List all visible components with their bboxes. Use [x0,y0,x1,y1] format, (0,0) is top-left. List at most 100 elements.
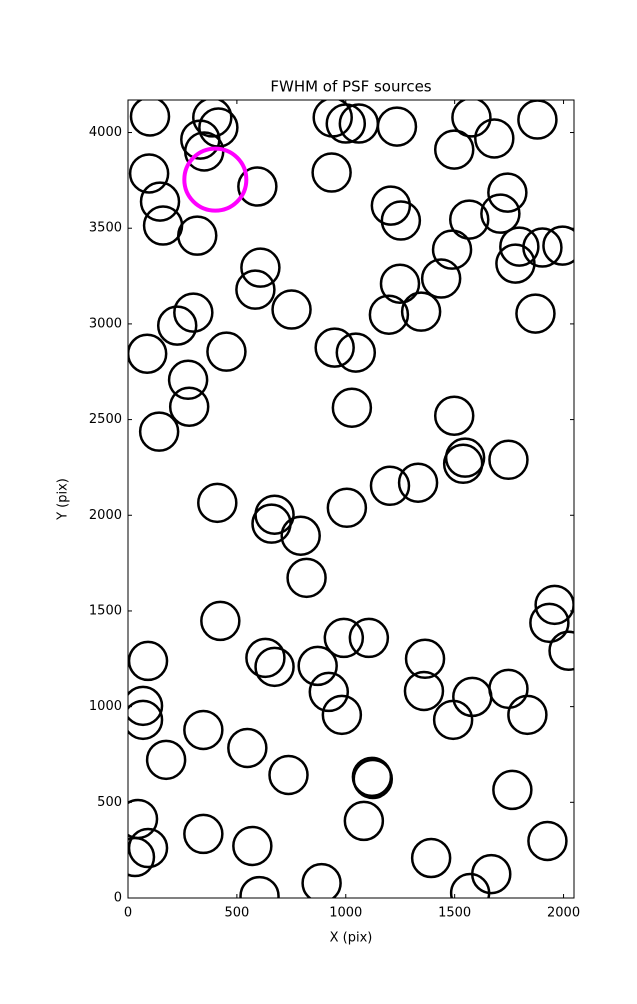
source-circle [376,106,418,147]
source-circle [301,862,342,898]
source-circle [515,293,556,334]
source-circle [325,103,367,144]
source-circle [192,100,233,138]
source-circle [487,172,528,213]
source-circle [206,331,247,372]
source-circle [507,694,548,736]
source-circle [239,875,280,898]
source-circle [527,820,568,862]
source-circle [517,100,558,140]
y-tick-label: 3500 [89,221,122,236]
y-tick-label: 1000 [89,699,122,714]
source-circle [280,515,321,556]
source-circle [235,269,276,310]
source-circle [420,258,462,299]
chart-title: FWHM of PSF sources [270,78,431,96]
source-circle [343,800,385,842]
source-circle [138,411,180,452]
source-circle [308,671,350,713]
source-circle [271,289,312,330]
source-circle [369,465,411,507]
source-circle [480,193,521,234]
source-circle [431,229,473,270]
source-circle [286,557,327,599]
source-circle [335,332,377,373]
source-circle [156,305,198,346]
x-tick-label: 1000 [329,906,362,921]
source-circle [145,739,187,781]
y-tick-label: 4000 [89,125,122,140]
axes-frame [127,99,575,899]
source-circle [451,100,492,138]
source-circle [529,602,570,644]
y-tick-label: 3000 [89,316,122,331]
source-circle [442,443,484,485]
x-tick-label: 2000 [547,906,580,921]
source-circle [432,699,474,741]
source-circle [449,872,491,898]
source-circle [227,727,268,769]
source-circle [331,387,373,428]
source-circle [352,758,394,800]
source-circle [499,226,540,267]
source-circle [474,118,515,159]
source-circle [368,294,410,335]
source-circle [268,754,309,796]
source-circle [128,685,164,727]
source-circle [488,439,529,481]
source-circle [397,462,439,503]
plot-area [128,100,574,898]
source-circle [542,225,574,266]
source-circle [297,645,338,687]
x-axis-label: X (pix) [330,931,373,946]
source-circle [128,827,169,869]
source-circle [139,181,181,222]
y-tick-label: 2500 [89,412,122,427]
source-circle [128,836,156,878]
source-circle [251,503,292,544]
source-circle [548,630,574,671]
y-tick-label: 0 [114,891,122,906]
source-circle [197,482,238,524]
source-circle [404,638,446,680]
source-circle [200,600,241,642]
source-circle [326,487,368,529]
y-axis-label: Y (pix) [56,478,71,521]
source-circle [348,617,390,659]
y-tick-label: 500 [97,795,122,810]
source-circle [183,709,224,751]
source-circle [128,153,170,194]
source-circle [237,166,278,207]
source-circle [232,825,273,867]
x-tick-label: 500 [224,906,249,921]
source-circle [403,670,445,712]
source-circle [495,243,536,284]
source-circle [182,146,249,213]
source-circle [370,185,412,226]
source-circle [128,699,164,741]
source-circle [167,359,209,401]
source-circle [379,263,421,304]
source-circle [410,837,452,879]
source-circle [168,386,210,428]
source-circle [245,637,286,679]
source-circle [177,215,218,256]
source-circle [492,769,533,811]
x-tick-label: 0 [124,906,132,921]
source-circle [311,152,352,193]
y-tick-label: 2000 [89,508,122,523]
source-circle [323,617,365,659]
source-circle [128,640,169,682]
source-circle [254,646,295,688]
source-circle [129,100,171,137]
source-circle [433,129,475,170]
source-circle [433,395,475,437]
source-circle [240,247,281,288]
source-circle [183,813,224,855]
source-circle [449,199,490,240]
y-tick-label: 1500 [89,603,122,618]
source-circle [400,291,442,332]
source-circle [380,200,422,241]
